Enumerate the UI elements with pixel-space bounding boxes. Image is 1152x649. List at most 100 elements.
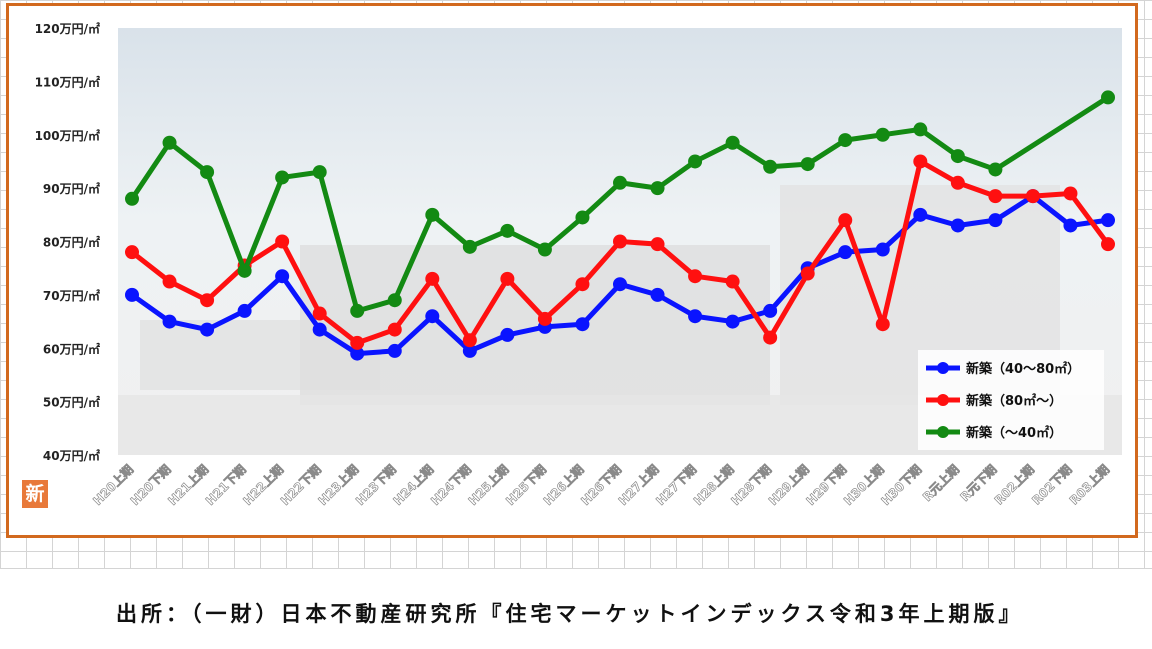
x-tick-label: R02下期 [1029, 462, 1075, 508]
data-point [1101, 237, 1115, 252]
x-tick-label: H21下期 [202, 462, 248, 508]
data-point [350, 346, 365, 361]
data-point [162, 135, 177, 150]
y-tick-label: 50万円/㎡ [43, 395, 100, 410]
x-tick-label: H26下期 [578, 462, 624, 508]
data-point [875, 317, 890, 332]
data-point [988, 162, 1003, 177]
data-point [462, 239, 477, 254]
data-point [200, 293, 215, 308]
x-axis: H20上期H20下期H21上期H21下期H22上期H22下期H23上期H23下期… [89, 461, 1112, 508]
data-point [125, 287, 139, 302]
y-axis: 40万円/㎡ 50万円/㎡ 60万円/㎡ 70万円/㎡ 80万円/㎡ 90万円/㎡ 100万… [35, 21, 100, 463]
data-point [350, 335, 365, 350]
data-point [275, 234, 290, 249]
data-point [425, 207, 440, 222]
data-point [312, 306, 327, 321]
legend-marker [937, 362, 949, 374]
source-band [0, 568, 1152, 649]
legend-marker [937, 426, 949, 438]
y-tick-label: 40万円/㎡ [43, 448, 100, 463]
data-point [613, 277, 627, 292]
data-point [800, 266, 815, 281]
data-point [950, 149, 965, 164]
data-point [387, 322, 402, 337]
data-point [350, 303, 365, 318]
data-point [650, 181, 665, 196]
data-point [200, 165, 215, 180]
data-point [200, 322, 215, 337]
x-tick-label: H28下期 [728, 462, 774, 508]
data-point [800, 157, 815, 172]
data-point [725, 314, 740, 329]
y-tick-label: 110万円/㎡ [35, 74, 100, 89]
x-tick-label: H29上期 [765, 462, 811, 508]
data-point [125, 245, 139, 260]
source-citation: 出所：（一財）日本不動産研究所『住宅マーケットインデックス令和3年上期版』 [116, 602, 1024, 626]
data-point [500, 271, 515, 286]
data-point [1101, 213, 1115, 228]
data-point [763, 159, 778, 174]
x-tick-label: R02上期 [991, 462, 1037, 508]
data-point [387, 293, 402, 308]
data-point [688, 269, 703, 284]
legend-label: 新築（40～80㎡） [966, 361, 1080, 377]
x-tick-label: H20下期 [127, 462, 173, 508]
data-point [425, 271, 440, 286]
data-point [1063, 186, 1078, 201]
data-point [500, 223, 515, 238]
x-tick-label: H20上期 [90, 462, 136, 508]
data-point [838, 133, 853, 148]
data-point [875, 127, 890, 142]
plot-background [118, 28, 1122, 455]
data-point [613, 234, 627, 249]
data-point [838, 245, 853, 260]
y-tick-label: 90万円/㎡ [43, 181, 100, 196]
data-point [913, 207, 928, 222]
data-point [275, 269, 290, 284]
data-point [425, 309, 440, 324]
data-point [875, 242, 890, 257]
legend-marker [937, 394, 949, 406]
data-point [237, 263, 252, 278]
legend-label: 新築（～40㎡） [966, 425, 1062, 441]
x-tick-label: H22下期 [277, 462, 323, 508]
data-point [537, 311, 552, 326]
data-point [312, 322, 327, 337]
x-tick-label: H24下期 [427, 462, 473, 508]
x-tick-label: R元上期 [919, 462, 962, 505]
data-point [162, 314, 177, 329]
data-point [275, 170, 290, 185]
y-tick-label: 120万円/㎡ [35, 21, 100, 36]
data-point [988, 213, 1003, 228]
data-point [650, 287, 665, 302]
x-tick-label: H28上期 [690, 462, 736, 508]
new-badge: 新 [22, 480, 48, 508]
data-point [838, 213, 853, 228]
data-point [950, 218, 965, 233]
x-tick-label: H27上期 [615, 462, 661, 508]
x-tick-label: R03上期 [1066, 462, 1112, 508]
data-point [950, 175, 965, 190]
x-tick-label: H29下期 [803, 462, 849, 508]
data-point [387, 343, 402, 358]
data-point [462, 343, 477, 358]
data-point [462, 333, 477, 348]
x-tick-label: H30下期 [878, 462, 924, 508]
data-point [500, 327, 515, 342]
data-point [312, 165, 327, 180]
x-tick-label: H25上期 [465, 462, 511, 508]
y-tick-label: 70万円/㎡ [43, 288, 100, 303]
x-tick-label: H23上期 [315, 462, 361, 508]
legend: 新築（40～80㎡） 新築（80㎡～） 新築（～40㎡） [918, 350, 1104, 450]
y-tick-label: 80万円/㎡ [43, 235, 100, 250]
data-point [725, 274, 740, 289]
data-point [125, 191, 139, 206]
data-point [575, 277, 590, 292]
data-point [575, 210, 590, 225]
x-tick-label: H22上期 [240, 462, 286, 508]
x-tick-label: H26上期 [540, 462, 586, 508]
data-point [763, 303, 778, 318]
data-point [1063, 218, 1078, 233]
x-tick-label: H30上期 [840, 462, 886, 508]
